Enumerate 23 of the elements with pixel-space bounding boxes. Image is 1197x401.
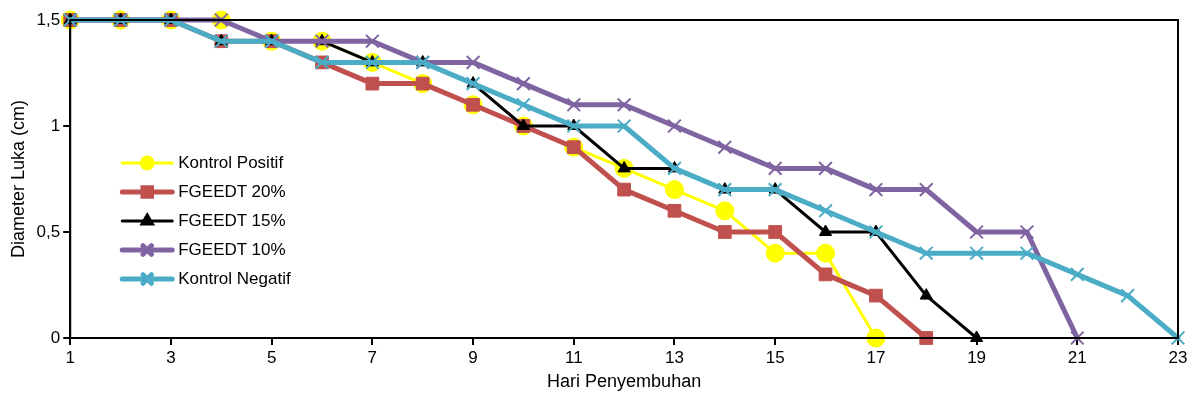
x-tick-label: 9 bbox=[468, 347, 478, 367]
y-tick-label: 1 bbox=[50, 115, 61, 135]
x-tick-label: 13 bbox=[665, 347, 684, 367]
x-tick-label: 1 bbox=[65, 347, 75, 367]
x-tick-label: 11 bbox=[564, 347, 583, 367]
legend-label: Kontrol Positif bbox=[178, 152, 284, 172]
legend-label: FGEEDT 10% bbox=[178, 239, 286, 259]
x-tick-label: 5 bbox=[266, 347, 277, 367]
y-tick-label: 1,5 bbox=[36, 9, 61, 29]
x-tick-label: 21 bbox=[1067, 347, 1087, 367]
legend-label: Kontrol Negatif bbox=[178, 268, 291, 288]
x-tick-label: 3 bbox=[166, 347, 176, 367]
legend-label: FGEEDT 20% bbox=[178, 181, 286, 201]
x-tick-label: 19 bbox=[967, 347, 987, 367]
y-tick-label: 0,5 bbox=[36, 221, 61, 241]
x-tick-label: 7 bbox=[367, 347, 378, 367]
legend-label: FGEEDT 15% bbox=[178, 210, 286, 230]
x-tick-label: 15 bbox=[765, 347, 785, 367]
y-axis-title: Diameter Luka (cm) bbox=[7, 99, 28, 259]
x-tick-label: 17 bbox=[866, 347, 886, 367]
y-tick-label: 0 bbox=[50, 327, 61, 347]
x-axis-title: Hari Penyembuhan bbox=[547, 371, 702, 392]
x-tick-label: 23 bbox=[1168, 347, 1188, 367]
